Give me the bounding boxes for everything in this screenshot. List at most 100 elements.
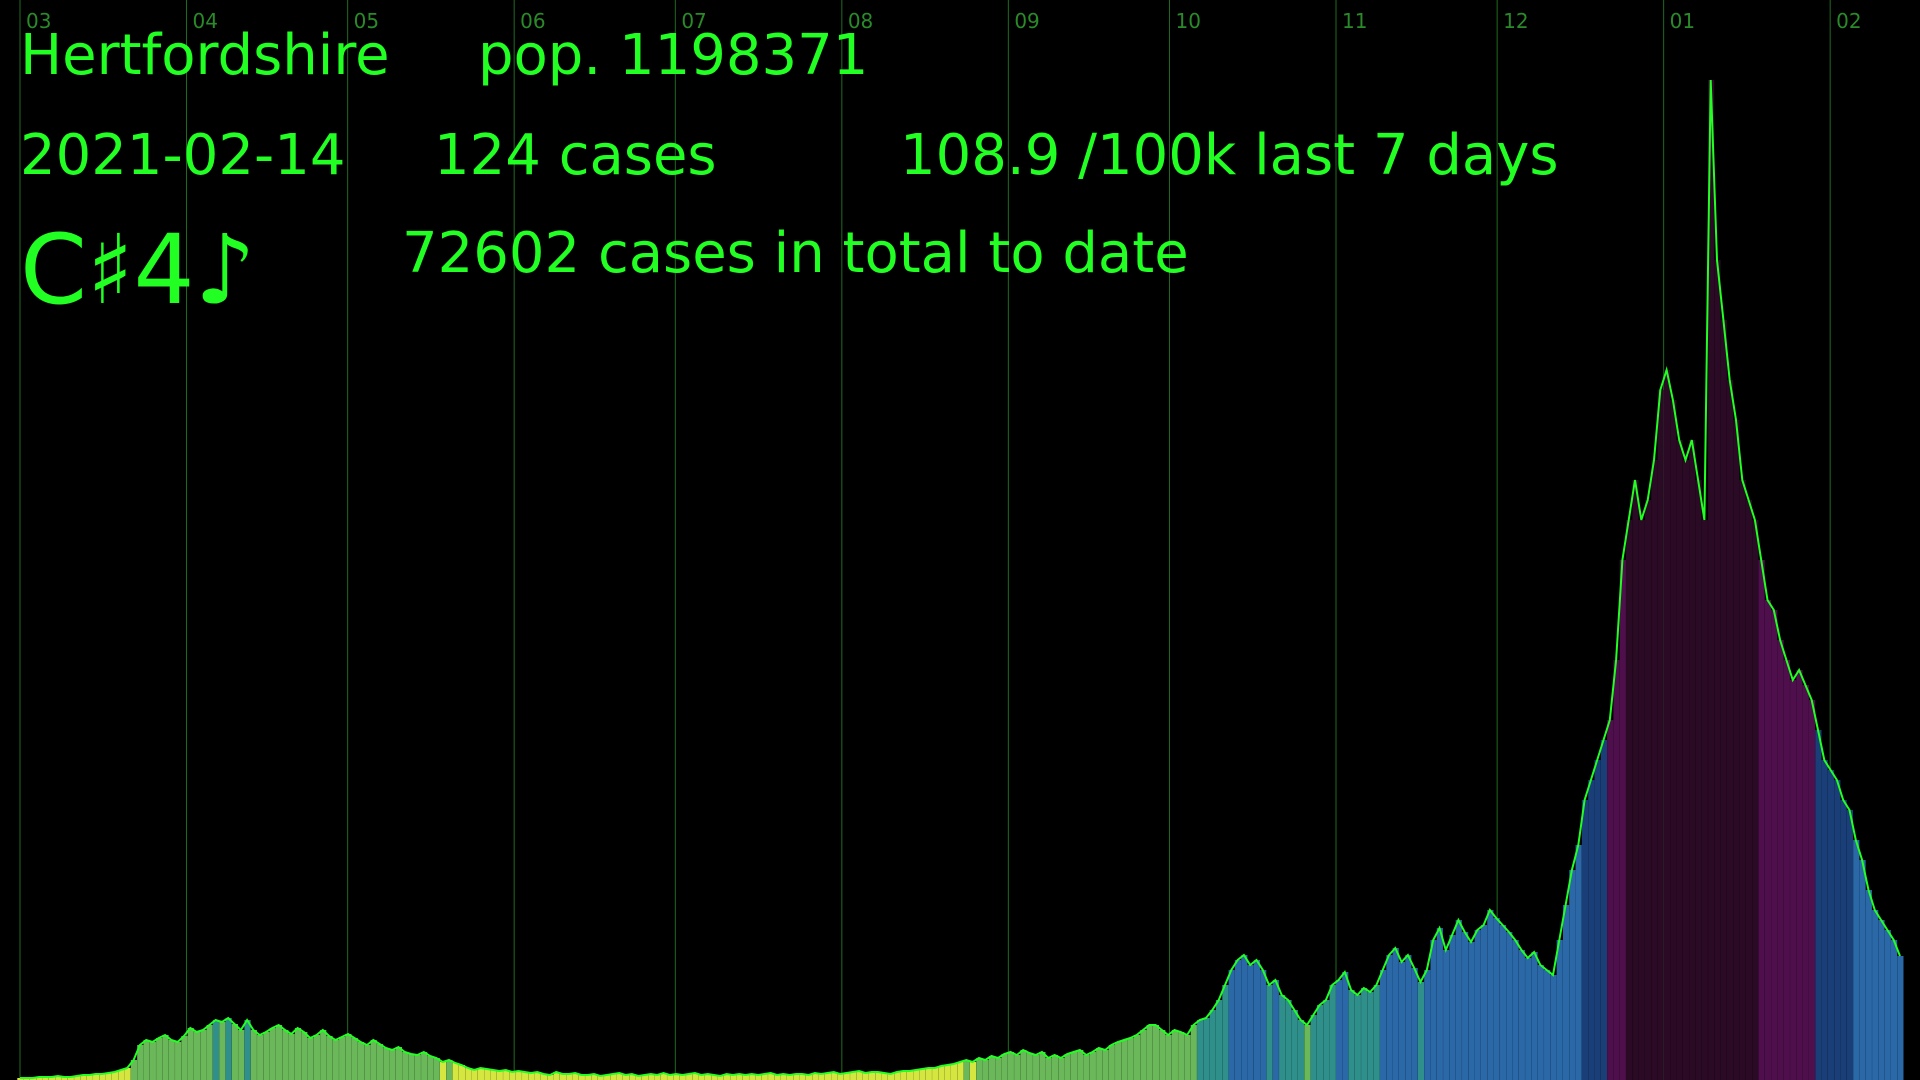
day-bar — [1241, 955, 1248, 1080]
day-bar — [995, 1058, 1002, 1080]
day-bar — [679, 1075, 686, 1080]
day-bar — [1405, 955, 1412, 1080]
day-bar — [1026, 1053, 1033, 1080]
day-bar — [1657, 390, 1664, 1080]
day-bar — [1644, 500, 1652, 1080]
day-bar — [648, 1074, 655, 1080]
day-bar — [1354, 995, 1361, 1080]
day-bar — [477, 1068, 485, 1080]
day-bar — [1430, 940, 1437, 1080]
day-bar — [168, 1040, 175, 1080]
day-bar — [736, 1074, 743, 1080]
day-bar — [793, 1074, 800, 1080]
day-bar — [1045, 1058, 1052, 1080]
day-bar — [1670, 400, 1677, 1080]
total-cases-label: 72602 cases in total to date — [402, 221, 1189, 286]
rate-label: 108.9 /100k last 7 days — [900, 123, 1559, 188]
day-bar — [622, 1075, 630, 1080]
day-bar — [1146, 1025, 1153, 1080]
day-bar — [370, 1040, 377, 1080]
day-bar — [591, 1074, 598, 1080]
day-bar — [99, 1074, 106, 1080]
day-bar — [357, 1042, 365, 1080]
day-bar — [225, 1018, 232, 1080]
day-bar — [818, 1074, 825, 1080]
day-bar — [856, 1071, 863, 1080]
day-bar — [616, 1073, 623, 1080]
day-bar — [1089, 1052, 1096, 1080]
day-bar — [932, 1068, 939, 1080]
day-bar — [963, 1060, 970, 1080]
day-bar — [906, 1071, 914, 1080]
day-bar — [730, 1075, 737, 1080]
day-bar — [1083, 1055, 1090, 1080]
day-bar — [181, 1036, 188, 1080]
day-bar — [446, 1060, 453, 1080]
day-bar — [1531, 952, 1538, 1080]
day-bar — [667, 1075, 674, 1080]
day-bar — [850, 1072, 857, 1080]
day-bar — [1853, 840, 1860, 1080]
day-bar — [1480, 925, 1488, 1080]
day-bar — [635, 1076, 642, 1080]
day-bar — [1051, 1055, 1059, 1080]
day-bar — [1058, 1058, 1065, 1080]
day-bar — [1348, 990, 1355, 1080]
day-bar — [875, 1072, 882, 1080]
day-bar — [313, 1035, 320, 1080]
day-bar — [351, 1038, 358, 1080]
day-bar — [1033, 1055, 1040, 1080]
day-bar — [604, 1075, 611, 1080]
day-bar — [1884, 930, 1891, 1080]
day-bar — [1297, 1020, 1305, 1080]
day-bar — [692, 1073, 699, 1080]
day-bar — [1127, 1038, 1134, 1080]
day-bar — [774, 1075, 781, 1080]
day-bar — [364, 1045, 371, 1080]
day-bar — [711, 1075, 718, 1080]
day-bar — [1626, 520, 1633, 1080]
day-bar — [326, 1036, 333, 1080]
day-bar — [111, 1072, 119, 1080]
day-bar — [900, 1071, 907, 1080]
day-bar — [1556, 940, 1563, 1080]
day-bar — [1102, 1050, 1109, 1080]
day-bar — [458, 1065, 466, 1080]
day-bar — [74, 1076, 81, 1080]
day-bar — [36, 1077, 43, 1080]
month-label: 05 — [354, 9, 379, 33]
day-bar — [1708, 80, 1715, 1080]
day-bar — [597, 1076, 604, 1080]
day-bar — [143, 1040, 150, 1080]
case-bars — [17, 80, 1904, 1080]
day-bar — [610, 1074, 617, 1080]
day-bar — [1632, 480, 1639, 1080]
day-bar — [1108, 1045, 1115, 1080]
day-bar — [206, 1025, 213, 1080]
day-bar — [433, 1058, 440, 1080]
day-bar — [55, 1076, 62, 1080]
day-bar — [1474, 930, 1481, 1080]
day-bar — [503, 1070, 510, 1080]
day-bar — [244, 1020, 251, 1080]
day-bar — [1140, 1030, 1147, 1080]
day-bar — [490, 1070, 497, 1080]
day-bar — [1424, 970, 1431, 1080]
day-bar — [1455, 920, 1462, 1080]
day-bar — [805, 1075, 813, 1080]
day-bar — [528, 1073, 535, 1080]
day-bar — [452, 1063, 459, 1080]
day-bar — [339, 1037, 346, 1080]
day-bar — [1001, 1054, 1008, 1080]
day-bar — [408, 1054, 415, 1080]
day-bar — [1449, 935, 1456, 1080]
day-bar — [938, 1066, 945, 1080]
day-bar — [1121, 1040, 1128, 1080]
day-bar — [282, 1030, 289, 1080]
day-bar — [1607, 720, 1614, 1080]
day-bar — [761, 1074, 768, 1080]
day-bar — [1020, 1050, 1027, 1080]
day-bar — [1764, 600, 1772, 1080]
day-bar — [1171, 1030, 1178, 1080]
day-bar — [376, 1044, 384, 1080]
